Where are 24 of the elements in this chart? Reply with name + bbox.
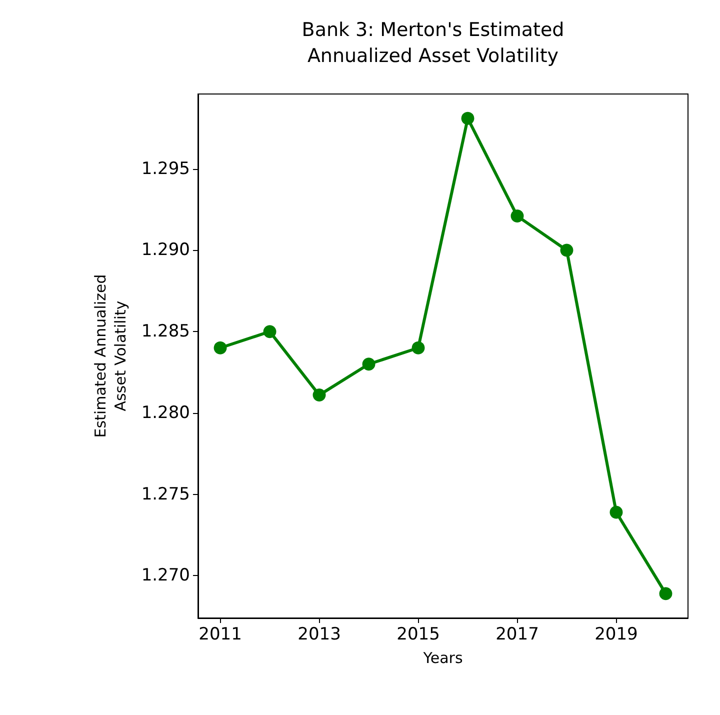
- y-tick-label: 1.295: [141, 158, 190, 179]
- y-tick-label: 1.290: [141, 240, 190, 260]
- y-tick-label: 1.280: [141, 402, 190, 423]
- point: [461, 112, 474, 125]
- y-tick-label: 1.275: [141, 484, 190, 504]
- point: [560, 244, 574, 257]
- y-axis-title: Estimated Annualized Asset Volatility: [91, 274, 130, 438]
- point: [610, 506, 623, 519]
- y-tick-label: 1.285: [141, 322, 190, 342]
- point: [312, 388, 326, 402]
- point: [412, 341, 425, 354]
- y-tick-label: 1.270: [141, 566, 190, 586]
- point: [214, 341, 227, 354]
- x-tick-label: 2015: [396, 624, 440, 644]
- point: [510, 210, 524, 223]
- x-axis-title: Years: [422, 649, 463, 667]
- chart-title: Bank 3: Merton's Estimated Annualized Asset Volatility: [302, 19, 564, 67]
- x-tick-label: 2019: [594, 624, 638, 644]
- x-tick-label: 2011: [198, 624, 242, 644]
- x-tick-label: 2013: [298, 624, 341, 644]
- point: [659, 587, 672, 600]
- x-tick-label: 2017: [496, 624, 539, 644]
- point: [362, 358, 376, 371]
- point: [263, 325, 276, 338]
